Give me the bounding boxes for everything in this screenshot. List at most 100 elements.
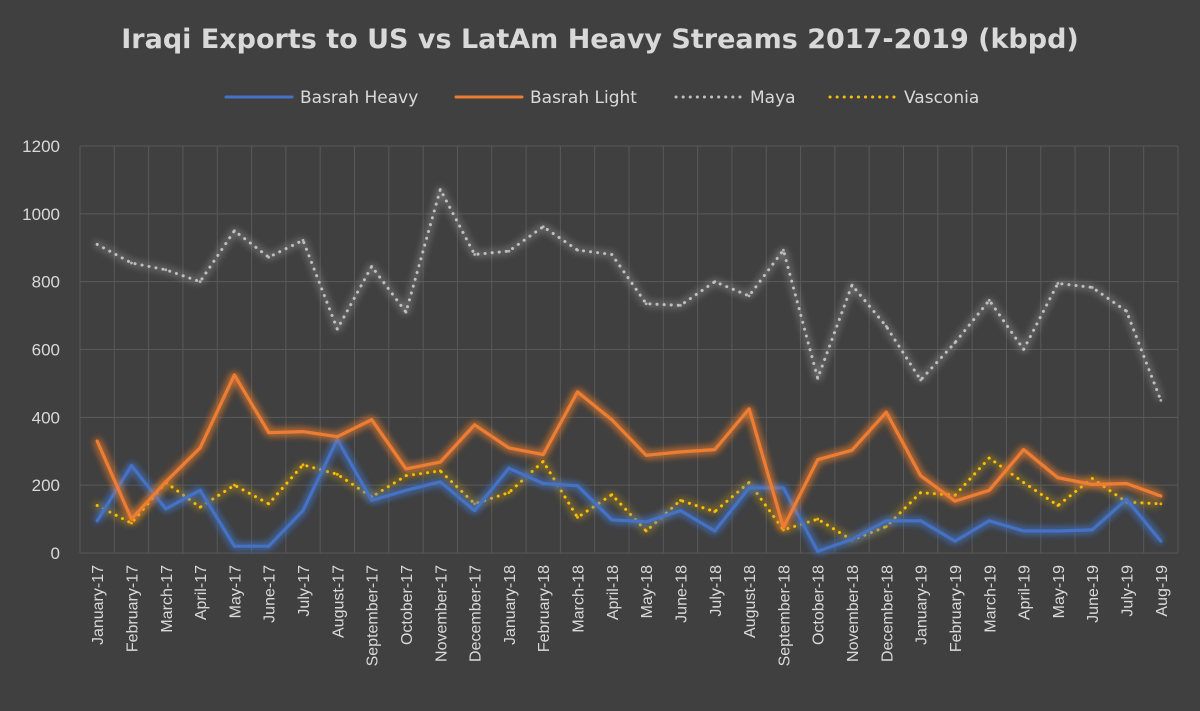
data-point-maya [541,225,545,229]
x-tick-label: March-19 [982,565,999,633]
data-point-maya [1056,281,1060,285]
data-point-basrah-heavy [95,519,99,523]
x-axis: January-17 February-17 March-17 April-17 May… [90,565,1171,666]
data-point-basrah-heavy [267,544,271,548]
y-tick-label: 0 [51,544,60,563]
data-point-basrah-light [713,448,717,451]
data-point-basrah-light [884,410,888,414]
x-tick-label: April-18 [605,565,622,620]
series-vasconia [95,456,1163,542]
data-point-vasconia [541,460,545,463]
x-tick-label: December-18 [879,565,896,662]
data-point-basrah-heavy [438,480,442,484]
data-point-vasconia [576,515,579,519]
data-point-vasconia [1090,476,1094,480]
data-point-maya [987,298,991,302]
x-tick-label: November-18 [845,565,862,662]
chart-title: Iraqi Exports to US vs LatAm Heavy Strea… [121,24,1079,55]
data-point-basrah-light [473,423,476,427]
x-tick-label: October-17 [399,565,416,645]
data-point-maya [301,238,305,242]
data-point-basrah-light [198,446,202,450]
data-point-basrah-heavy [1022,529,1025,533]
x-tick-label: January-17 [90,565,107,645]
data-point-maya [782,248,785,252]
x-tick-label: February-18 [536,565,553,652]
data-point-maya [404,310,408,314]
data-point-vasconia [198,505,202,509]
data-point-maya [370,265,374,268]
data-point-vasconia [301,463,305,467]
legend-label: Basrah Heavy [300,88,418,108]
data-point-basrah-heavy [679,509,682,513]
data-point-maya [198,280,202,284]
data-point-maya [610,253,614,256]
legend-item-maya: Maya [674,88,796,108]
data-point-maya [1125,309,1128,313]
data-point-basrah-light [95,439,99,443]
series-line-basrah-heavy [95,437,1163,553]
data-point-basrah-light [644,453,648,457]
data-point-vasconia [95,504,99,507]
x-tick-label: July-18 [708,565,725,617]
x-tick-label: March-17 [159,565,176,633]
x-tick-label: February-19 [948,565,965,652]
series-basrah-light [95,373,1163,530]
data-point-basrah-heavy [610,518,614,522]
x-tick-label: July-17 [296,565,313,617]
data-point-vasconia [919,491,923,495]
x-tick-label: September-17 [365,565,382,666]
x-tick-label: November-17 [433,565,450,662]
data-point-vasconia [644,529,648,533]
data-point-basrah-light [576,390,579,394]
data-point-vasconia [816,517,820,521]
x-tick-label: April-19 [1017,565,1034,620]
data-point-basrah-light [679,450,682,454]
data-point-vasconia [267,502,271,506]
data-point-basrah-heavy [576,484,579,488]
legend-label: Maya [750,88,796,108]
x-tick-label: April-17 [193,565,210,620]
data-point-vasconia [953,493,957,497]
x-tick-label: May-17 [227,565,244,618]
legend-item-vasconia: Vasconia [828,88,979,108]
data-point-basrah-heavy [164,507,168,511]
data-point-maya [747,294,751,298]
series-line-basrah-light [95,373,1163,530]
series-line-maya [95,187,1163,402]
x-tick-label: June-19 [1085,565,1102,623]
series-line-vasconia [95,456,1163,542]
data-point-basrah-heavy [541,482,545,485]
data-point-maya [679,304,682,307]
data-point-maya [233,229,236,233]
y-tick-label: 800 [32,273,60,292]
data-point-basrah-light [301,430,305,433]
data-point-vasconia [610,493,614,497]
data-point-basrah-heavy [233,544,236,548]
data-point-vasconia [335,472,339,476]
data-point-vasconia [507,491,511,495]
data-point-basrah-heavy [747,486,751,490]
data-point-vasconia [473,502,476,506]
x-tick-label: October-18 [811,565,828,645]
data-point-basrah-heavy [473,509,476,513]
x-tick-label: February-17 [124,565,141,652]
data-point-maya [953,341,957,345]
data-point-basrah-light [233,373,236,377]
legend-item-basrah-heavy: Basrah Heavy [224,88,418,108]
data-point-basrah-heavy [816,549,820,553]
data-point-basrah-light [1056,476,1060,480]
data-point-basrah-heavy [919,519,923,523]
data-point-basrah-heavy [1056,529,1060,533]
data-point-basrah-heavy [1090,528,1094,532]
data-point-basrah-light [404,467,408,471]
series-layer [95,187,1163,553]
data-point-basrah-light [130,517,133,521]
data-point-vasconia [1159,502,1163,506]
y-tick-label: 400 [32,408,60,427]
data-point-vasconia [884,525,888,528]
x-tick-label: January-18 [502,565,519,645]
x-tick-label: Aug-19 [1154,565,1171,617]
data-point-basrah-light [782,526,785,529]
data-point-maya [267,255,271,259]
